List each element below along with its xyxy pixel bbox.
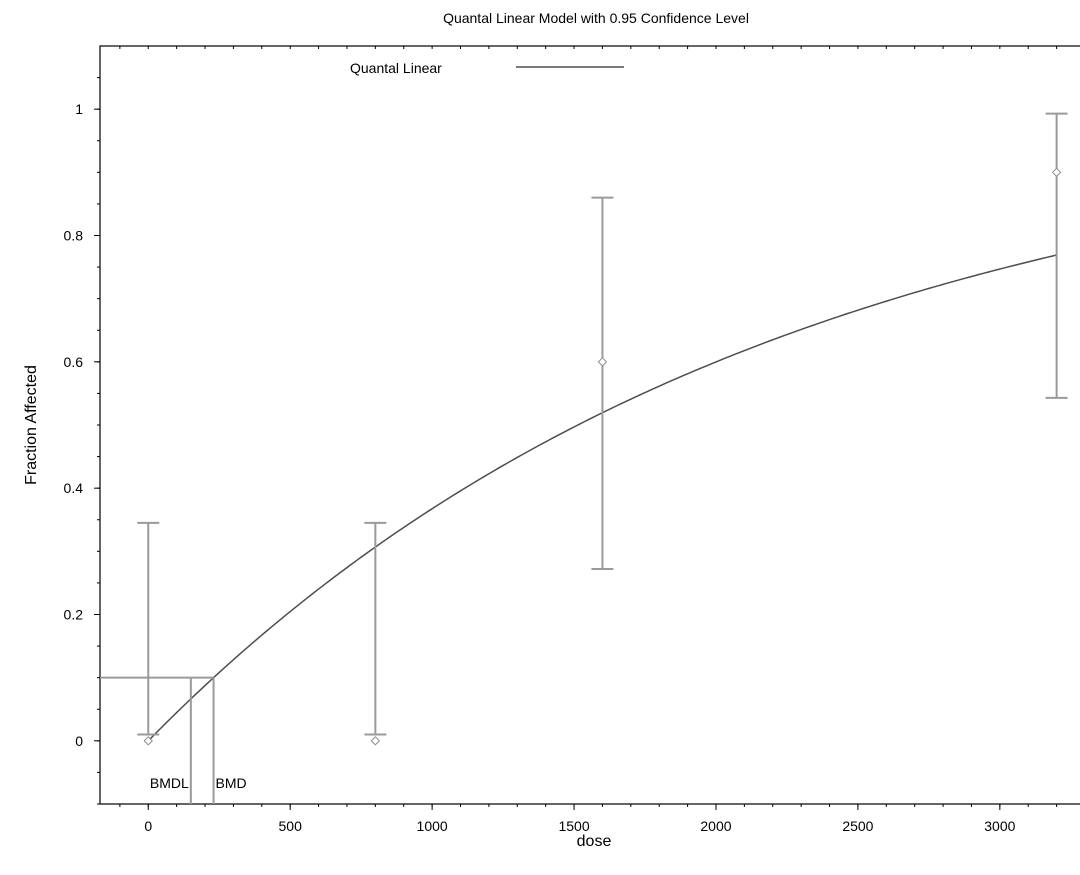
plot-frame xyxy=(99,45,1080,805)
x-tick-label: 500 xyxy=(279,818,303,834)
y-axis-label: Fraction Affected xyxy=(23,365,40,485)
y-tick-label: 1 xyxy=(75,101,83,117)
data-point xyxy=(597,357,608,367)
legend-label: Quantal Linear xyxy=(350,60,442,76)
x-tick-label: 1000 xyxy=(417,818,448,834)
data-point xyxy=(1051,167,1062,178)
chart-title: Quantal Linear Model with 0.95 Confidenc… xyxy=(443,10,749,26)
y-tick-label: 0.6 xyxy=(64,354,84,370)
legend: Quantal Linear xyxy=(350,60,624,76)
x-tick-label: 3000 xyxy=(984,818,1015,834)
bmd-label: BMD xyxy=(216,775,247,791)
x-tick-label: 1500 xyxy=(558,818,589,834)
y-tick-label: 0.8 xyxy=(64,228,84,244)
y-axis: 0 0.2 0.4 0.6 0.8 1 xyxy=(64,77,100,805)
x-tick-label: 0 xyxy=(144,818,152,834)
x-tick-label: 2000 xyxy=(700,818,731,834)
y-tick-label: 0 xyxy=(75,733,83,749)
bmdl-label: BMDL xyxy=(150,775,189,791)
y-tick-label: 0.4 xyxy=(64,480,84,496)
x-axis-label: dose xyxy=(577,833,612,850)
x-tick-label: 2500 xyxy=(842,818,873,834)
y-tick-label: 0.2 xyxy=(64,607,84,623)
data-point xyxy=(143,736,153,746)
x-axis: 0 500 1000 1500 2000 2500 3000 xyxy=(119,46,1058,834)
observations-layer xyxy=(137,112,1068,746)
data-point xyxy=(370,736,381,746)
benchmark-layer: BMDL BMD xyxy=(100,676,247,804)
